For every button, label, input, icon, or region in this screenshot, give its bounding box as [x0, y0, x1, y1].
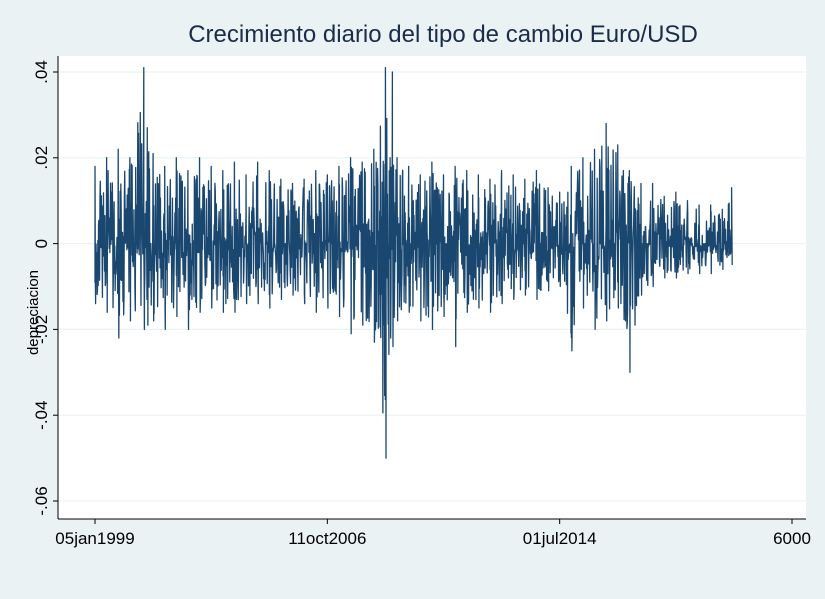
y-tick-label: -.06	[32, 486, 51, 515]
x-tick-label: 6000	[773, 529, 811, 548]
series-path	[94, 67, 733, 459]
y-tick-label: .02	[32, 146, 51, 170]
y-tick-label: .04	[32, 60, 51, 84]
x-tick-label: 01jul2014	[523, 529, 597, 548]
axes	[53, 56, 806, 524]
y-tick-label: 0	[32, 239, 51, 248]
chart-title: Crecimiento diario del tipo de cambio Eu…	[188, 21, 698, 48]
x-tick-label: 05jan1999	[55, 529, 134, 548]
y-tick-label: -.02	[32, 315, 51, 344]
y-axis-label: depreciacion	[25, 270, 42, 355]
y-tick-label: -.04	[32, 401, 51, 430]
x-tick-label: 11oct2006	[288, 529, 366, 548]
series-line	[94, 67, 733, 459]
